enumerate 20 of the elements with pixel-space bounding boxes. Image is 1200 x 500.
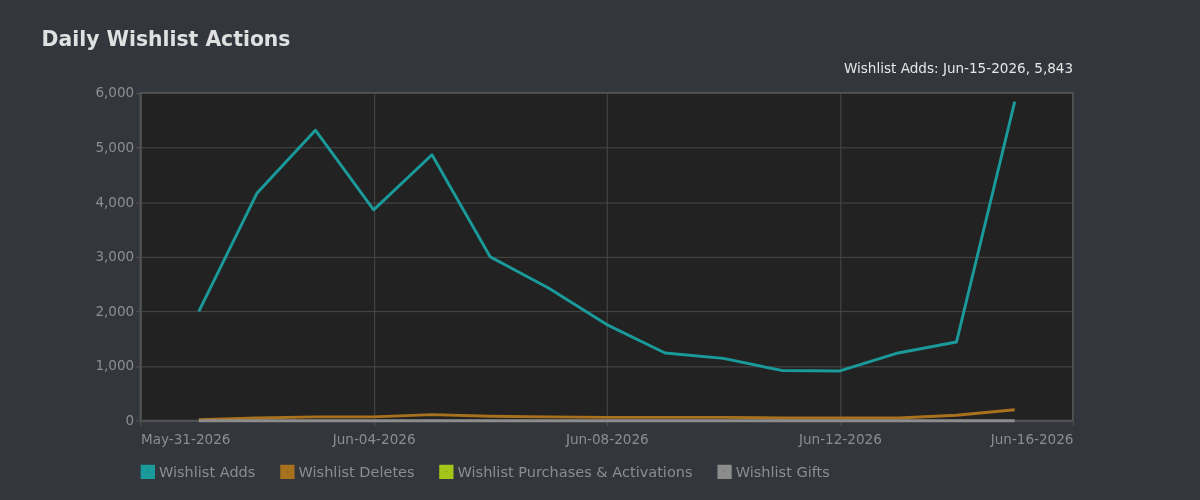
- x-tick-label: Jun-16-2026: [989, 431, 1074, 448]
- x-tick-label: Jun-08-2026: [564, 431, 649, 448]
- legend-label: Wishlist Deletes: [298, 463, 415, 480]
- y-tick-label: 5,000: [95, 139, 135, 156]
- chart-title: Daily Wishlist Actions: [41, 27, 291, 52]
- y-tick-label: 1,000: [95, 357, 135, 374]
- y-tick-label: 4,000: [95, 193, 135, 210]
- legend-label: Wishlist Adds: [158, 463, 256, 480]
- legend-label: Wishlist Purchases & Activations: [457, 463, 693, 480]
- x-tick-label: Jun-04-2026: [331, 431, 416, 448]
- y-tick-label: 3,000: [95, 248, 135, 265]
- x-tick-label: Jun-12-2026: [798, 431, 882, 448]
- line-series: [197, 408, 1017, 422]
- x-tick-label: May-31-2026: [141, 431, 231, 448]
- line-series: [197, 100, 1017, 373]
- legend-label: Wishlist Gifts: [735, 463, 830, 480]
- y-tick-label: 2,000: [95, 302, 135, 319]
- annotation: Wishlist Adds: Jun-15-2026, 5,843: [843, 59, 1074, 76]
- y-tick-label: 6,000: [95, 84, 135, 101]
- y-tick-label: 0: [125, 412, 135, 429]
